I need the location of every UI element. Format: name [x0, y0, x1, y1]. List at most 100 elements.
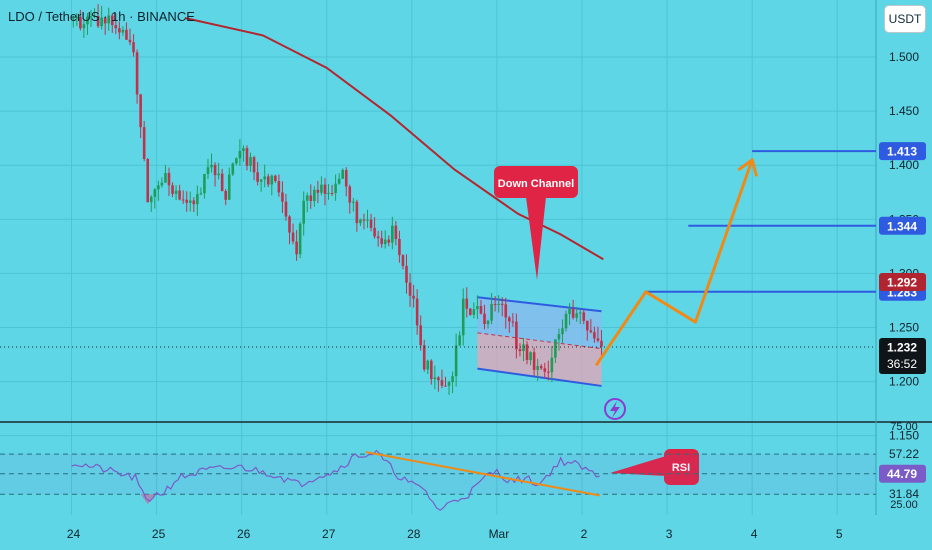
- candle-body: [486, 320, 490, 325]
- candle-body: [550, 357, 554, 373]
- candle-body: [369, 219, 373, 228]
- candle-body: [515, 321, 518, 350]
- candle-body: [536, 366, 539, 370]
- candle: [458, 331, 461, 347]
- candle-body: [277, 181, 281, 193]
- projection-path[interactable]: [594, 158, 758, 367]
- candle: [387, 235, 391, 247]
- candle: [511, 313, 515, 327]
- candle: [341, 168, 344, 179]
- candle-body: [160, 182, 164, 186]
- candle: [157, 180, 160, 201]
- candle: [447, 380, 451, 396]
- candle: [188, 191, 192, 212]
- candle: [571, 299, 575, 320]
- candle: [75, 13, 79, 26]
- down-channel-label: Down Channel: [498, 178, 574, 190]
- candle-body: [291, 232, 295, 242]
- candle-body: [465, 298, 469, 309]
- last-price-tag: 1.232 36:52: [879, 337, 926, 374]
- candle-body: [401, 255, 405, 266]
- candle-body: [337, 178, 341, 184]
- candle: [408, 273, 412, 307]
- candle-body: [217, 173, 220, 176]
- flash-icon[interactable]: [604, 398, 626, 420]
- candle-body: [110, 15, 114, 26]
- candle: [121, 26, 125, 36]
- rsi-callout: RSI: [610, 449, 699, 485]
- candle: [522, 337, 525, 362]
- candle: [543, 362, 547, 379]
- candle: [557, 328, 561, 351]
- channel-lower-line[interactable]: [477, 367, 602, 387]
- candle: [518, 343, 522, 357]
- candle: [196, 185, 199, 216]
- candle: [430, 359, 433, 385]
- candle-body: [249, 157, 252, 166]
- candle: [217, 162, 220, 180]
- candle-body: [405, 265, 408, 283]
- candle: [89, 9, 93, 27]
- candle-body: [564, 313, 568, 329]
- time-tick-27: 27: [322, 527, 336, 541]
- candle: [525, 341, 529, 365]
- candle-body: [398, 239, 401, 256]
- currency-button[interactable]: USDT: [884, 5, 926, 33]
- candle: [401, 254, 405, 270]
- candle: [444, 376, 447, 387]
- candle-body: [100, 17, 103, 27]
- candle-body: [266, 176, 270, 185]
- candle-body: [107, 15, 111, 24]
- time-tick-26: 26: [237, 527, 251, 541]
- candle: [185, 191, 189, 212]
- candle-body: [305, 195, 309, 201]
- candle: [206, 159, 210, 179]
- candle: [245, 145, 249, 171]
- candle-body: [422, 345, 426, 370]
- candle: [422, 339, 426, 372]
- rsi-pane: [0, 449, 876, 511]
- candle-body: [451, 376, 454, 383]
- candle: [93, 8, 96, 19]
- candle: [284, 193, 288, 221]
- candle-body: [199, 193, 203, 195]
- candle-body: [518, 349, 522, 352]
- candle: [224, 189, 228, 206]
- candle-body: [380, 238, 383, 245]
- candle: [238, 139, 242, 166]
- projection-line[interactable]: [594, 159, 754, 367]
- candle-body: [298, 223, 302, 255]
- level-tag-1.344-text: 1.344: [887, 219, 917, 233]
- callouts: Down Channel RSI: [494, 166, 699, 485]
- candle-body: [376, 236, 380, 239]
- rsi-band: [0, 454, 876, 495]
- candle: [359, 218, 362, 227]
- candle: [547, 360, 550, 381]
- ma-tag-text: 1.292: [887, 276, 917, 290]
- candle: [561, 319, 564, 344]
- candle-body: [419, 325, 422, 346]
- candle-body: [359, 219, 362, 224]
- candle-body: [454, 345, 458, 377]
- ma-tag-bg: [879, 273, 926, 292]
- candle-body: [561, 328, 564, 335]
- rsi-callout-pointer: [610, 456, 666, 476]
- candle: [355, 199, 359, 232]
- candle: [419, 315, 422, 351]
- price-tick-1.450: 1.450: [889, 104, 919, 118]
- candle-body: [497, 303, 500, 305]
- candle-body: [142, 127, 146, 159]
- ma-tag: 1.292: [879, 273, 926, 292]
- level-tag-1.413-text: 1.413: [887, 145, 917, 159]
- candle: [139, 93, 142, 139]
- down-channel-callout: Down Channel: [494, 166, 578, 280]
- candle: [391, 216, 394, 250]
- candle-body: [341, 169, 344, 179]
- candle-body: [295, 241, 298, 255]
- channel-upper-line[interactable]: [477, 296, 602, 313]
- candle-body: [71, 18, 75, 20]
- candle: [281, 181, 284, 214]
- candle: [376, 230, 380, 247]
- candle-body: [391, 225, 394, 243]
